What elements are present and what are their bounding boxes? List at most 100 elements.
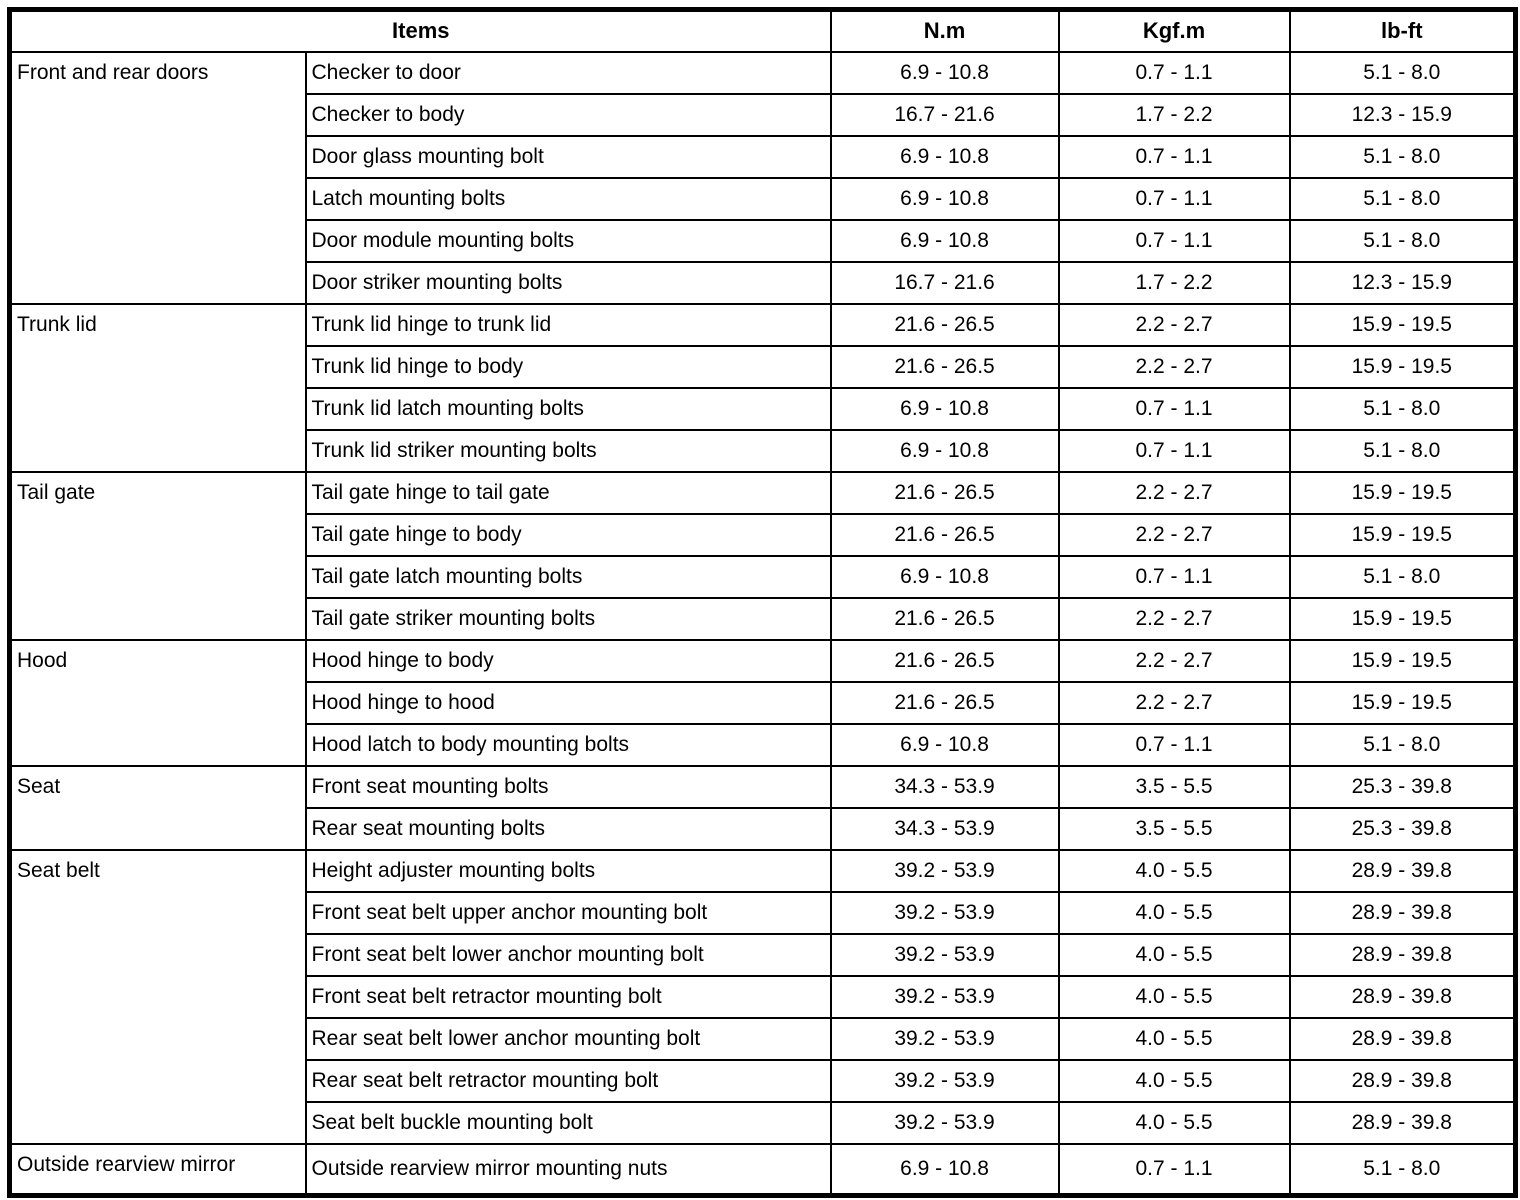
item-cell: Hood hinge to body	[304, 639, 832, 683]
table-row: Hood latch to body mounting bolts 6.9 - 1…	[10, 723, 1517, 767]
table-row: Tail gate striker mounting bolts 21.6 - 2…	[10, 597, 1517, 641]
table-row: Rear seat belt lower anchor mounting bol…	[10, 1017, 1517, 1061]
items-column-header: Items	[8, 8, 832, 53]
item-cell: Tail gate striker mounting bolts	[304, 597, 832, 641]
table-row: Tail gate latch mounting bolts 6.9 - 10.8…	[10, 555, 1517, 599]
torque-table-body: Front and rear doors Checker to door 6.9 -…	[8, 51, 1517, 1197]
kgfm-value-cell: 0.7 - 1.1	[1057, 177, 1291, 221]
lbft-value-cell: 5.1 - 8.0	[1288, 429, 1517, 473]
lbft-column-header: lb-ft	[1288, 8, 1517, 53]
item-cell: Hood latch to body mounting bolts	[304, 723, 832, 767]
nm-value-cell: 39.2 - 53.9	[829, 975, 1060, 1019]
category-cell: Seat belt	[8, 849, 307, 1145]
kgfm-value-cell: 0.7 - 1.1	[1057, 555, 1291, 599]
kgfm-value-cell: 0.7 - 1.1	[1057, 723, 1291, 767]
table-row: Hood hinge to hood 21.6 - 26.5 2.2 - 2.7 15…	[10, 681, 1517, 725]
nm-value-cell: 34.3 - 53.9	[829, 765, 1060, 809]
table-row: Front seat belt lower anchor mounting bo…	[10, 933, 1517, 977]
nm-value-cell: 6.9 - 10.8	[829, 135, 1060, 179]
item-cell: Tail gate hinge to tail gate	[304, 471, 832, 515]
item-cell: Door striker mounting bolts	[304, 261, 832, 305]
item-cell: Seat belt buckle mounting bolt	[304, 1101, 832, 1145]
nm-value-cell: 39.2 - 53.9	[829, 1101, 1060, 1145]
table-row: Trunk lid Trunk lid hinge to trunk lid 21.…	[8, 303, 1517, 473]
table-row: Trunk lid hinge to body 21.6 - 26.5 2.2 - …	[10, 345, 1517, 389]
item-cell: Trunk lid hinge to body	[304, 345, 832, 389]
nm-value-cell: 6.9 - 10.8	[829, 177, 1060, 221]
table-row: Hood Hood hinge to body 21.6 - 26.5 2.2 - 2…	[8, 639, 1517, 767]
kgfm-value-cell: 2.2 - 2.7	[1057, 345, 1291, 389]
kgfm-value-cell: 1.7 - 2.2	[1057, 261, 1291, 305]
kgfm-value-cell: 0.7 - 1.1	[1057, 135, 1291, 179]
category-cell: Tail gate	[8, 471, 307, 641]
kgfm-value-cell: 3.5 - 5.5	[1057, 765, 1291, 809]
lbft-value-cell: 15.9 - 19.5	[1288, 597, 1517, 641]
lbft-value-cell: 15.9 - 19.5	[1288, 345, 1517, 389]
item-cell: Trunk lid striker mounting bolts	[304, 429, 832, 473]
nm-value-cell: 6.9 - 10.8	[829, 429, 1060, 473]
nm-value-cell: 21.6 - 26.5	[829, 597, 1060, 641]
item-cell: Latch mounting bolts	[304, 177, 832, 221]
lbft-value-cell: 28.9 - 39.8	[1288, 849, 1517, 893]
kgfm-value-cell: 1.7 - 2.2	[1057, 93, 1291, 137]
table-row: Seat belt Height adjuster mounting bolts 3…	[8, 849, 1517, 1145]
lbft-value-cell: 28.9 - 39.8	[1288, 1101, 1517, 1145]
item-cell: Outside rearview mirror mounting nuts	[304, 1143, 832, 1197]
lbft-value-cell: 28.9 - 39.8	[1288, 1059, 1517, 1103]
item-cell: Front seat belt retractor mounting bolt	[304, 975, 832, 1019]
nm-value-cell: 21.6 - 26.5	[829, 345, 1060, 389]
kgfm-value-cell: 4.0 - 5.5	[1057, 1017, 1291, 1061]
lbft-value-cell: 5.1 - 8.0	[1288, 219, 1517, 263]
table-row: Rear seat mounting bolts 34.3 - 53.9 3.5 -…	[10, 807, 1517, 851]
kgfm-value-cell: 4.0 - 5.5	[1057, 891, 1291, 935]
nm-value-cell: 39.2 - 53.9	[829, 891, 1060, 935]
kgfm-value-cell: 0.7 - 1.1	[1057, 51, 1291, 95]
nm-column-header: N.m	[829, 8, 1060, 53]
lbft-value-cell: 25.3 - 39.8	[1288, 765, 1517, 809]
nm-value-cell: 34.3 - 53.9	[829, 807, 1060, 851]
kgfm-value-cell: 0.7 - 1.1	[1057, 387, 1291, 431]
nm-value-cell: 21.6 - 26.5	[829, 471, 1060, 515]
kgfm-value-cell: 0.7 - 1.1	[1057, 429, 1291, 473]
nm-value-cell: 16.7 - 21.6	[829, 93, 1060, 137]
lbft-value-cell: 28.9 - 39.8	[1288, 1017, 1517, 1061]
kgfm-value-cell: 0.7 - 1.1	[1057, 219, 1291, 263]
lbft-value-cell: 5.1 - 8.0	[1288, 555, 1517, 599]
kgfm-value-cell: 2.2 - 2.7	[1057, 303, 1291, 347]
table-row: Door glass mounting bolt 6.9 - 10.8 0.7 - …	[10, 135, 1517, 179]
nm-value-cell: 39.2 - 53.9	[829, 1017, 1060, 1061]
nm-value-cell: 21.6 - 26.5	[829, 303, 1060, 347]
lbft-value-cell: 15.9 - 19.5	[1288, 513, 1517, 557]
lbft-value-cell: 28.9 - 39.8	[1288, 933, 1517, 977]
kgfm-value-cell: 2.2 - 2.7	[1057, 639, 1291, 683]
nm-value-cell: 6.9 - 10.8	[829, 1143, 1060, 1197]
item-cell: Rear seat belt retractor mounting bolt	[304, 1059, 832, 1103]
item-cell: Front seat belt lower anchor mounting bo…	[304, 933, 832, 977]
lbft-value-cell: 12.3 - 15.9	[1288, 93, 1517, 137]
table-row: Outside rearview mirror Outside rearview …	[8, 1143, 1517, 1197]
table-header-row: Items N.m Kgf.m lb-ft	[8, 8, 1517, 53]
item-cell: Front seat belt upper anchor mounting bo…	[304, 891, 832, 935]
lbft-value-cell: 5.1 - 8.0	[1288, 51, 1517, 95]
lbft-value-cell: 5.1 - 8.0	[1288, 387, 1517, 431]
nm-value-cell: 21.6 - 26.5	[829, 639, 1060, 683]
item-cell: Front seat mounting bolts	[304, 765, 832, 809]
nm-value-cell: 6.9 - 10.8	[829, 219, 1060, 263]
nm-value-cell: 21.6 - 26.5	[829, 681, 1060, 725]
kgfm-value-cell: 2.2 - 2.7	[1057, 513, 1291, 557]
nm-value-cell: 6.9 - 10.8	[829, 555, 1060, 599]
item-cell: Door glass mounting bolt	[304, 135, 832, 179]
item-cell: Door module mounting bolts	[304, 219, 832, 263]
table-row: Seat Front seat mounting bolts 34.3 - 53.9…	[8, 765, 1517, 851]
kgfm-value-cell: 0.7 - 1.1	[1057, 1143, 1291, 1197]
kgfm-value-cell: 2.2 - 2.7	[1057, 471, 1291, 515]
nm-value-cell: 39.2 - 53.9	[829, 933, 1060, 977]
kgfm-value-cell: 4.0 - 5.5	[1057, 1101, 1291, 1145]
lbft-value-cell: 25.3 - 39.8	[1288, 807, 1517, 851]
item-cell: Rear seat mounting bolts	[304, 807, 832, 851]
item-cell: Trunk lid latch mounting bolts	[304, 387, 832, 431]
table-row: Latch mounting bolts 6.9 - 10.8 0.7 - 1.1 5…	[10, 177, 1517, 221]
category-cell: Hood	[8, 639, 307, 767]
item-cell: Rear seat belt lower anchor mounting bol…	[304, 1017, 832, 1061]
